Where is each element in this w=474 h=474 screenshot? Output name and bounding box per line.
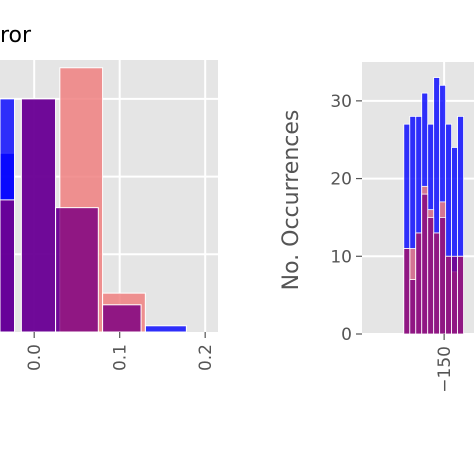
bar [55,207,99,333]
left-panel: ror 0.0 0.1 0.2 [0,23,218,371]
bar [439,217,447,335]
bar [20,98,57,333]
bar [403,248,411,335]
bar [415,232,423,335]
y-tick-label: 10 [330,247,352,267]
bar [0,199,16,333]
x-tick-label: 0.2 [196,344,216,371]
bar [409,279,417,335]
bar [421,193,429,335]
right-x-ticks: −150 [435,334,455,393]
right-y-axis-label: No. Occurrences [279,110,304,291]
bar [457,255,464,335]
bar [451,255,458,335]
x-tick-label: 0.1 [111,344,131,371]
y-tick-label: 0 [341,325,352,345]
y-tick-label: 30 [330,92,352,112]
y-tick-label: 20 [330,170,352,190]
left-chart-title: ror [0,23,32,48]
left-x-ticks: 0.0 0.1 0.2 [25,332,216,371]
right-y-ticks: 0 10 20 30 [330,92,362,345]
left-bars [0,67,187,333]
bar [144,325,187,333]
bar [445,255,453,335]
bar [427,217,435,335]
x-tick-label: −150 [435,346,455,393]
right-panel: No. Occurrences 0 10 20 30 −150 [279,62,474,393]
right-bars [403,77,464,335]
bar [433,232,441,335]
bar [102,304,142,333]
x-tick-label: 0.0 [25,344,45,371]
